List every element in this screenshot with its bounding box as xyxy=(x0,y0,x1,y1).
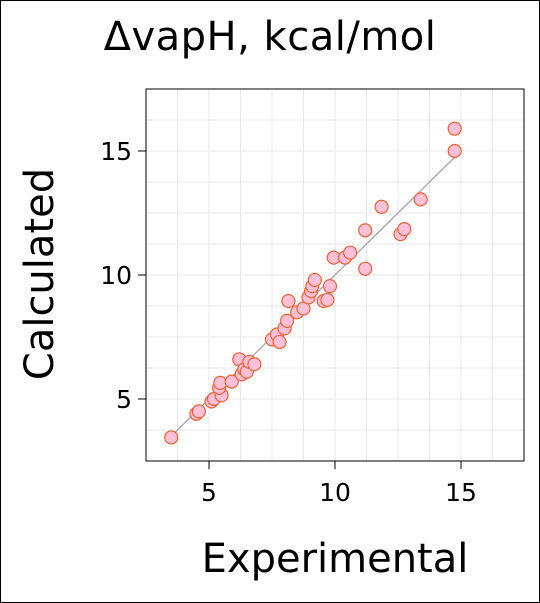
data-points xyxy=(164,121,462,445)
data-point-2 xyxy=(191,404,207,419)
x-tick-label-10: 10 xyxy=(319,478,351,507)
x-tick-label-5: 5 xyxy=(201,478,217,507)
x-axis-label: Experimental xyxy=(201,536,469,582)
y-tick-label-5: 5 xyxy=(116,385,132,414)
data-point-32 xyxy=(343,245,358,260)
data-point-38 xyxy=(413,192,428,207)
y-tick-label-15: 15 xyxy=(100,137,132,166)
data-point-39 xyxy=(447,143,462,159)
data-point-33 xyxy=(358,261,373,276)
data-point-35 xyxy=(374,199,389,214)
y-tick-label-10: 10 xyxy=(100,261,132,290)
y-axis-label: Calculated xyxy=(17,167,63,381)
data-point-37 xyxy=(397,222,412,237)
data-point-19 xyxy=(280,313,295,328)
data-point-40 xyxy=(447,121,462,136)
data-point-0 xyxy=(164,430,179,445)
data-point-8 xyxy=(224,374,239,389)
data-point-17 xyxy=(272,334,287,350)
data-point-14 xyxy=(247,357,262,372)
chart-title: ΔvapH, kcal/mol xyxy=(103,14,437,60)
data-point-26 xyxy=(307,272,322,288)
data-point-34 xyxy=(358,223,373,238)
x-tick-label-15: 15 xyxy=(445,478,477,507)
data-point-28 xyxy=(320,292,335,307)
axis-ticks: 5 10 15 5 10 15 xyxy=(100,137,477,507)
data-point-29 xyxy=(322,279,338,294)
data-point-20 xyxy=(281,293,296,309)
